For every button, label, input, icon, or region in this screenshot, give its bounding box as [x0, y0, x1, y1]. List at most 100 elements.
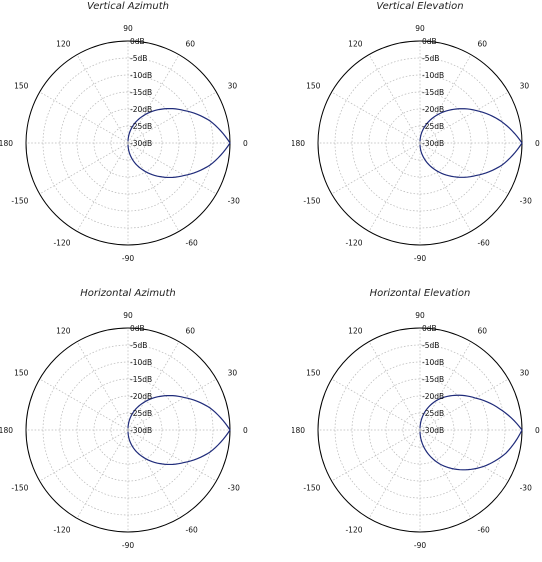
- angle-tick-label: -150: [11, 197, 28, 206]
- angle-tick-label: 120: [348, 326, 363, 335]
- grid-ring: [93, 395, 163, 465]
- radial-tick-label: -30dB: [130, 139, 152, 148]
- angle-tick-label: 0: [243, 426, 248, 435]
- angle-tick-label: -60: [186, 239, 198, 248]
- grid-spoke: [127, 429, 180, 519]
- angle-tick-label: -30: [520, 197, 532, 206]
- grid-spoke: [419, 429, 472, 519]
- angle-tick-label: 120: [56, 326, 71, 335]
- angle-tick-label: -30: [520, 484, 532, 493]
- chart-title: Vertical Azimuth: [87, 1, 169, 12]
- pattern-trace: [127, 107, 231, 179]
- angle-tick-label: 90: [123, 24, 133, 33]
- angle-tick-label: -150: [303, 484, 320, 493]
- radial-tick-label: -20dB: [130, 392, 152, 401]
- angle-tick-label: -30: [228, 197, 240, 206]
- grid-spoke: [39, 378, 129, 431]
- grid-spoke: [419, 142, 472, 232]
- angle-tick-label: 30: [228, 82, 238, 91]
- grid-ring: [351, 361, 489, 499]
- angle-tick-label: 180: [292, 139, 305, 148]
- grid-spoke: [368, 54, 421, 144]
- radial-tick-label: 0dB: [130, 37, 145, 46]
- angle-tick-label: 60: [478, 326, 488, 335]
- angle-tick-label: 120: [348, 39, 363, 48]
- angle-tick-label: -120: [345, 239, 362, 248]
- radial-tick-label: 0dB: [422, 37, 437, 46]
- pattern-trace: [127, 394, 231, 466]
- radial-tick-label: -5dB: [422, 54, 439, 63]
- grid-ring: [42, 344, 214, 516]
- grid-spoke: [76, 54, 129, 144]
- angle-tick-label: 180: [0, 426, 13, 435]
- grid-spoke: [331, 378, 421, 431]
- angle-tick-label: -150: [303, 197, 320, 206]
- angle-tick-label: 150: [306, 82, 321, 91]
- angle-tick-label: 120: [56, 39, 71, 48]
- angle-tick-label: -90: [414, 541, 426, 550]
- angle-tick-label: -150: [11, 484, 28, 493]
- radial-tick-label: -10dB: [422, 71, 444, 80]
- grid-spoke: [368, 341, 421, 431]
- polar-plot: Vertical Elevation 0dB -5dB -10dB -15dB -20dB…: [292, 1, 540, 263]
- angle-tick-label: 60: [186, 326, 196, 335]
- polar-chart-horizontal-azimuth: Horizontal Azimuth 0dB -5dB -10dB -15dB -20dB…: [0, 287, 271, 562]
- grid-ring: [351, 74, 489, 212]
- angle-tick-label: 0: [535, 139, 540, 148]
- angle-tick-label: 30: [520, 82, 530, 91]
- grid-ring: [385, 395, 455, 465]
- angle-tick-label: 30: [520, 369, 530, 378]
- radial-tick-label: -10dB: [130, 71, 152, 80]
- angle-tick-label: 60: [478, 39, 488, 48]
- radial-tick-label: -5dB: [130, 341, 147, 350]
- angle-tick-label: 90: [123, 311, 133, 320]
- angle-tick-label: -90: [122, 254, 134, 263]
- angle-tick-label: 0: [535, 426, 540, 435]
- angle-tick-label: -90: [122, 541, 134, 550]
- grid-spoke: [127, 142, 180, 232]
- angle-tick-label: 0: [243, 139, 248, 148]
- radial-tick-label: -15dB: [130, 88, 152, 97]
- grid-ring: [110, 412, 146, 448]
- polar-chart-vertical-azimuth: Vertical Azimuth 0dB -5dB -10dB -15dB -20dB -2…: [0, 0, 271, 275]
- radial-tick-label: 0dB: [422, 324, 437, 333]
- chart-title: Horizontal Azimuth: [80, 288, 175, 299]
- angle-tick-label: -120: [345, 526, 362, 535]
- angle-tick-label: 150: [306, 369, 321, 378]
- grid-ring: [368, 378, 472, 482]
- grid-ring: [59, 361, 197, 499]
- grid-ring: [59, 74, 197, 212]
- chart-title: Vertical Elevation: [376, 1, 463, 12]
- polar-plot: Vertical Azimuth 0dB -5dB -10dB -15dB -20dB -2…: [0, 1, 248, 263]
- grid-ring: [76, 378, 180, 482]
- angle-tick-label: -120: [53, 239, 70, 248]
- radial-tick-label: -20dB: [130, 105, 152, 114]
- radial-tick-label: -30dB: [130, 426, 152, 435]
- angle-tick-label: -60: [186, 526, 198, 535]
- radial-tick-label: -30dB: [422, 139, 444, 148]
- angle-tick-label: 90: [415, 24, 425, 33]
- grid-ring: [334, 57, 506, 229]
- angle-tick-label: 30: [228, 369, 238, 378]
- radial-tick-label: -25dB: [422, 409, 444, 418]
- grid-ring: [110, 125, 146, 161]
- angle-tick-label: 90: [415, 311, 425, 320]
- angle-tick-label: 60: [186, 39, 196, 48]
- radial-tick-label: 0dB: [130, 324, 145, 333]
- polar-chart-grid: Vertical Azimuth 0dB -5dB -10dB -15dB -20dB -2…: [0, 0, 542, 550]
- radial-tick-label: -10dB: [130, 358, 152, 367]
- polar-chart-vertical-elevation: Vertical Elevation 0dB -5dB -10dB -15dB -20dB…: [292, 0, 542, 275]
- angle-tick-label: 180: [292, 426, 305, 435]
- radial-tick-label: -25dB: [130, 409, 152, 418]
- angle-tick-label: -90: [414, 254, 426, 263]
- radial-tick-label: -25dB: [422, 122, 444, 131]
- angle-tick-label: -60: [478, 526, 490, 535]
- grid-ring: [402, 125, 438, 161]
- grid-ring: [402, 412, 438, 448]
- polar-plot: Horizontal Elevation 0dB -5dB -10dB -15dB -20…: [292, 288, 540, 550]
- pattern-trace: [419, 394, 523, 471]
- grid-spoke: [331, 91, 421, 144]
- angle-tick-label: -30: [228, 484, 240, 493]
- grid-ring: [93, 108, 163, 178]
- radial-tick-label: -10dB: [422, 358, 444, 367]
